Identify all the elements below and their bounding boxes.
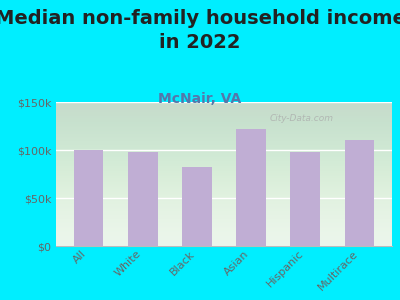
Bar: [236, 129, 266, 246]
Text: Median non-family household income
in 2022: Median non-family household income in 20…: [0, 9, 400, 52]
Bar: [74, 150, 104, 246]
Text: McNair, VA: McNair, VA: [158, 92, 242, 106]
Bar: [344, 140, 374, 246]
Text: City-Data.com: City-Data.com: [269, 113, 333, 122]
Bar: [182, 167, 212, 246]
Bar: [290, 152, 320, 246]
Bar: [128, 152, 158, 246]
